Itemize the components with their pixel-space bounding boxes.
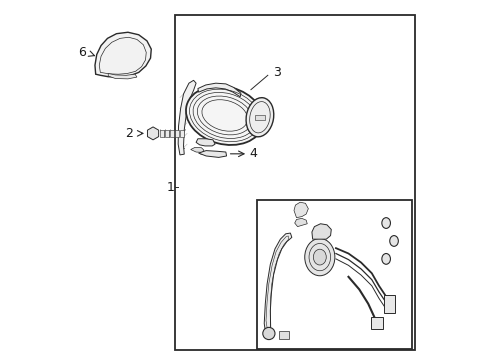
Ellipse shape: [245, 98, 273, 137]
Polygon shape: [174, 130, 179, 137]
Text: 1: 1: [166, 181, 174, 194]
Ellipse shape: [381, 253, 389, 264]
Polygon shape: [164, 130, 168, 137]
Ellipse shape: [381, 218, 389, 228]
Polygon shape: [159, 130, 163, 137]
Ellipse shape: [313, 249, 325, 265]
Text: 2: 2: [125, 127, 133, 140]
Polygon shape: [190, 147, 203, 152]
Ellipse shape: [389, 235, 398, 246]
Ellipse shape: [262, 327, 274, 339]
Text: 5: 5: [258, 270, 266, 283]
Polygon shape: [198, 83, 241, 97]
Polygon shape: [196, 139, 215, 146]
Polygon shape: [169, 130, 174, 137]
Text: 3: 3: [272, 66, 280, 79]
Polygon shape: [178, 80, 196, 155]
Polygon shape: [147, 127, 158, 140]
Polygon shape: [264, 233, 291, 338]
Polygon shape: [255, 116, 264, 120]
Polygon shape: [278, 331, 289, 338]
Polygon shape: [370, 317, 382, 329]
Polygon shape: [108, 73, 137, 79]
Ellipse shape: [304, 238, 334, 276]
Polygon shape: [294, 219, 306, 226]
Polygon shape: [311, 224, 330, 239]
Polygon shape: [174, 15, 414, 350]
Polygon shape: [95, 32, 151, 77]
Polygon shape: [198, 150, 226, 157]
Ellipse shape: [185, 86, 263, 145]
Polygon shape: [293, 202, 308, 218]
Polygon shape: [383, 295, 394, 313]
Polygon shape: [179, 130, 183, 137]
Text: 6: 6: [78, 46, 86, 59]
Text: 4: 4: [249, 147, 257, 160]
Polygon shape: [257, 200, 411, 348]
